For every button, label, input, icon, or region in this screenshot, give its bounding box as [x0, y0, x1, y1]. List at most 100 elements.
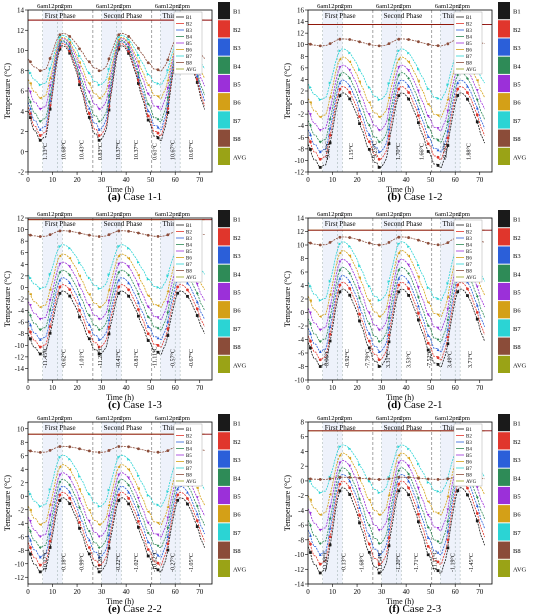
- series-marker-b6: [29, 292, 32, 296]
- series-marker-b5: [68, 476, 72, 480]
- y-tick-label: 0: [21, 148, 25, 156]
- time-label-12pm: 12pm: [166, 3, 181, 10]
- series-marker-b7: [318, 98, 322, 102]
- series-marker-b3: [318, 553, 322, 556]
- series-marker-b7: [417, 67, 420, 71]
- x-axis-label: Time (h): [386, 393, 414, 402]
- series-marker-b7: [387, 82, 391, 85]
- series-marker-b8: [318, 478, 322, 481]
- series-marker-b6: [475, 78, 479, 82]
- series-marker-b5: [328, 505, 332, 509]
- color-block-label: B3: [513, 253, 521, 260]
- series-marker-b1: [417, 121, 420, 125]
- y-axis-label: Temperature (°C): [283, 63, 292, 120]
- series-marker-b1: [387, 142, 391, 145]
- series-marker-b5: [348, 464, 352, 468]
- color-block-label: B6: [233, 308, 241, 315]
- series-marker-b2: [426, 142, 430, 146]
- series-marker-b2: [456, 87, 460, 91]
- series-marker-b5: [156, 533, 160, 537]
- series-marker-b2: [127, 49, 130, 53]
- y-tick-label: -4: [298, 336, 304, 344]
- series-marker-b1: [466, 493, 469, 497]
- series-marker-b3: [318, 350, 322, 354]
- x-tick-label: 50: [427, 176, 435, 184]
- time-label-6am: 6am: [435, 415, 446, 422]
- series-marker-b4: [446, 120, 450, 123]
- legend-entry: B1: [466, 224, 472, 229]
- series-marker-b1: [107, 546, 111, 550]
- legend-entry: B3: [186, 237, 192, 242]
- series-marker-b1: [137, 314, 140, 318]
- series-marker-b1: [107, 108, 111, 112]
- y-tick-label: 2: [21, 479, 25, 487]
- series-marker-b8: [156, 68, 160, 72]
- series-marker-b1: [97, 352, 101, 356]
- color-block-label: B8: [233, 548, 241, 555]
- color-block-label: B6: [233, 100, 241, 107]
- series-marker-b1: [426, 348, 430, 352]
- series-marker-b7: [328, 81, 332, 85]
- time-label-6am: 6am: [376, 415, 387, 422]
- series-marker-b6: [358, 276, 361, 280]
- y-tick-label: 6: [301, 269, 305, 277]
- series-marker-b1: [348, 293, 352, 297]
- series-marker-b3: [127, 47, 130, 51]
- value-annotation: -10.17°C: [42, 550, 49, 572]
- x-tick-label: 30: [378, 588, 386, 596]
- color-block-b1: [498, 414, 510, 432]
- series-marker-b6: [78, 487, 81, 491]
- series-marker-b1: [309, 148, 312, 151]
- series-marker-b1: [195, 314, 199, 317]
- series-marker-b4: [387, 517, 391, 521]
- panel-caption: (c) Case 1-3: [108, 399, 162, 411]
- legend-entry: B3: [186, 29, 192, 34]
- legend-entry: B6: [466, 49, 472, 54]
- time-label-2pm: 2pm: [399, 211, 411, 218]
- series-marker-b1: [446, 342, 450, 346]
- legend-entry: B8: [186, 270, 192, 275]
- series-marker-b4: [166, 526, 170, 529]
- series-marker-b1: [29, 337, 32, 341]
- series-marker-b2: [407, 91, 410, 94]
- series-marker-b2: [318, 562, 322, 566]
- color-block-label: B4: [513, 63, 521, 70]
- series-marker-b1: [146, 118, 150, 122]
- series-marker-b7: [338, 49, 342, 53]
- series-marker-b8: [117, 445, 121, 448]
- color-block-label: B1: [233, 9, 241, 16]
- series-marker-b6: [426, 102, 430, 106]
- series-marker-b4: [38, 328, 42, 332]
- series-marker-b2: [397, 283, 401, 287]
- series-marker-b4: [195, 504, 199, 508]
- color-block-label: B8: [233, 136, 241, 143]
- series-marker-b1: [348, 493, 352, 496]
- series-marker-b5: [107, 299, 111, 303]
- y-tick-label: 2: [301, 463, 305, 471]
- series-marker-b6: [97, 305, 101, 309]
- series-marker-b1: [446, 546, 450, 550]
- series-marker-b6: [318, 115, 322, 119]
- series-marker-b3: [48, 99, 52, 102]
- time-label-2pm: 2pm: [61, 3, 73, 10]
- legend-entry: AVG: [466, 68, 477, 73]
- y-tick-label: -2: [18, 506, 24, 514]
- series-marker-b6: [117, 254, 121, 258]
- series-marker-b5: [426, 513, 430, 517]
- series-marker-b8: [107, 233, 111, 237]
- series-marker-b2: [377, 562, 381, 566]
- series-marker-b6: [426, 500, 430, 503]
- series-marker-b6: [309, 101, 312, 105]
- series-line-b7: [307, 241, 485, 301]
- legend-entry: B5: [466, 250, 472, 255]
- y-tick-label: -2: [298, 323, 304, 331]
- series-marker-b8: [348, 476, 352, 479]
- series-marker-b7: [407, 245, 410, 248]
- color-block-b1: [218, 210, 230, 228]
- y-tick-label: 8: [21, 439, 25, 447]
- series-marker-b6: [87, 508, 91, 512]
- color-block-label: B8: [513, 136, 521, 143]
- series-marker-b8: [127, 35, 130, 38]
- series-marker-b7: [407, 51, 410, 55]
- series-marker-b7: [328, 279, 332, 283]
